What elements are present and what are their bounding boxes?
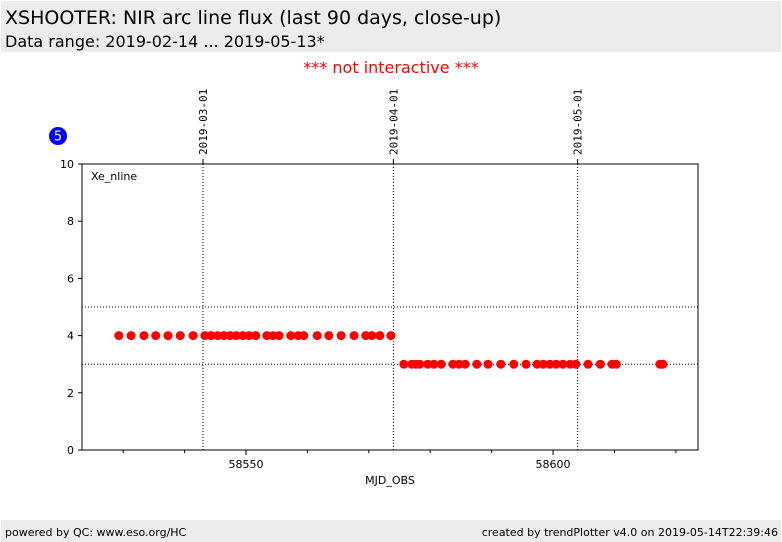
data-point (163, 331, 173, 341)
data-point (551, 359, 561, 369)
data-point (429, 359, 439, 369)
y-tick-label: 10 (60, 158, 74, 171)
data-point (151, 331, 161, 341)
data-point (571, 359, 581, 369)
y-tick-label: 6 (67, 272, 74, 285)
y-tick-label: 0 (67, 444, 74, 457)
data-point (483, 359, 493, 369)
data-point (286, 331, 296, 341)
data-point (114, 331, 124, 341)
date-tick-label: 2019-04-01 (387, 89, 400, 155)
data-point (188, 331, 198, 341)
data-point (386, 331, 396, 341)
data-point (231, 331, 241, 341)
data-point (415, 359, 425, 369)
data-point (472, 359, 482, 369)
y-tick-label: 4 (67, 330, 74, 343)
data-point (336, 331, 346, 341)
data-point (611, 359, 621, 369)
data-point (595, 359, 605, 369)
data-point (274, 331, 284, 341)
data-point (538, 359, 548, 369)
data-point (375, 331, 385, 341)
data-point (583, 359, 593, 369)
header: XSHOOTER: NIR arc line flux (last 90 day… (1, 1, 781, 52)
x-axis-label: MJD_OBS (365, 474, 415, 487)
badge: 5 (54, 130, 62, 145)
data-point (299, 331, 309, 341)
x-tick-label: 58550 (228, 458, 263, 471)
data-point (460, 359, 470, 369)
data-point (436, 359, 446, 369)
data-point (521, 359, 531, 369)
badge-circle (49, 127, 67, 145)
date-tick-label: 2019-05-01 (572, 89, 585, 155)
data-point (509, 359, 519, 369)
title: XSHOOTER: NIR arc line flux (last 90 day… (5, 7, 502, 29)
date-tick-label: 2019-03-01 (197, 89, 210, 155)
data-point (399, 359, 409, 369)
data-point (175, 331, 185, 341)
series-label: Xe_nline (91, 170, 137, 183)
data-point (251, 331, 261, 341)
x-tick-label: 58600 (536, 458, 571, 471)
data-point (139, 331, 149, 341)
data-point (349, 331, 359, 341)
plot-frame (81, 163, 699, 451)
data-point (496, 359, 506, 369)
data-point (206, 331, 216, 341)
data-point (244, 331, 254, 341)
y-tick-label: 8 (67, 215, 74, 228)
chart: 5 0 2 4 6 8 10 58550 58600 MJD_OBS 2019-03-01 2019… (49, 89, 699, 487)
data-point (367, 331, 377, 341)
y-tick-label: 2 (67, 387, 74, 400)
notice: *** not interactive *** (303, 58, 479, 77)
data-point (558, 359, 568, 369)
data-point (312, 331, 322, 341)
footer: powered by QC: www.eso.org/HC created by… (1, 520, 781, 542)
data-point (324, 331, 334, 341)
subtitle: Data range: 2019-02-14 ... 2019-05-13* (5, 32, 325, 51)
data-point (126, 331, 136, 341)
data-point (658, 359, 668, 369)
footer-right: created by trendPlotter v4.0 on 2019-05-… (481, 526, 778, 539)
footer-left: powered by QC: www.eso.org/HC (5, 526, 187, 539)
